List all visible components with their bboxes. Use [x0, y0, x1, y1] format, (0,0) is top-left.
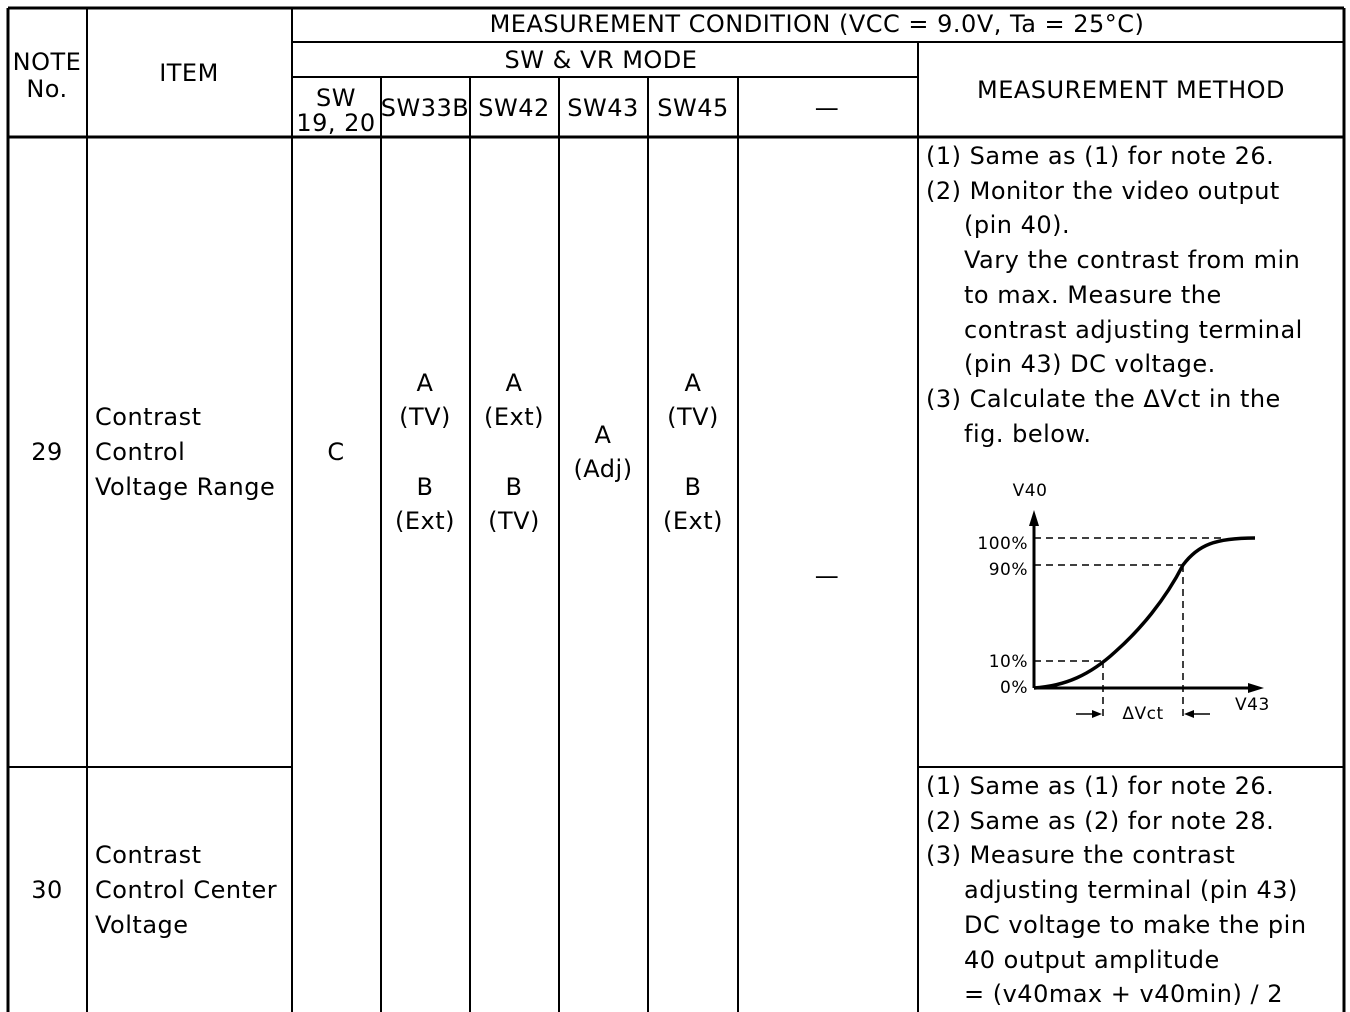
row29-method-1: (1) Same as (1) for note 26. [926, 142, 1275, 170]
figure-response-curve [1033, 536, 1256, 690]
row29-sw33b-4: B [416, 473, 434, 501]
figure-x-arrow [1248, 683, 1264, 693]
figure-y-label: V40 [1012, 481, 1048, 501]
row29-sw19-20: C [327, 438, 345, 466]
row30-method-6: 40 output amplitude [964, 946, 1220, 974]
row29-sw33b-1: A [416, 369, 434, 397]
row29-sw33b-5: (Ext) [394, 507, 456, 535]
row29-sw42-1: A [505, 369, 523, 397]
row29-sw43-1: A [594, 421, 612, 449]
row30-method-2: (2) Same as (2) for note 28. [926, 807, 1275, 835]
row29-sw45-2: (TV) [667, 403, 719, 431]
row30-method-1: (1) Same as (1) for note 26. [926, 772, 1275, 800]
figure-guides [1034, 537, 1226, 720]
row29-sw43-2: (Adj) [573, 455, 633, 483]
col-header-sw42: SW42 [478, 94, 550, 122]
row29-sw45-5: (Ext) [662, 507, 724, 535]
header-note-line2: No. [26, 75, 68, 103]
row29-method-9: fig. below. [964, 420, 1092, 448]
col-header-sw45: SW45 [657, 94, 729, 122]
row29-sw42-2: (Ext) [483, 403, 545, 431]
row30-method-7: = (v40max + v40min) / 2 [964, 980, 1283, 1008]
row29-sw33b-2: (TV) [399, 403, 451, 431]
figure-level-0: 0% [1000, 678, 1028, 698]
row29-extra-dash: — [814, 562, 840, 590]
header-measurement-method: MEASUREMENT METHOD [977, 76, 1285, 104]
figure-level-100: 100% [977, 534, 1028, 554]
row29-item-line3: Voltage Range [95, 473, 276, 501]
figure-delta-label: ΔVct [1122, 704, 1164, 724]
col-header-dash: — [814, 94, 840, 122]
col-header-sw43: SW43 [567, 94, 639, 122]
row29-item-line2: Control [95, 438, 186, 466]
header-note-line1: NOTE [12, 48, 82, 76]
row29-note: 29 [31, 438, 63, 466]
row29-method-4: Vary the contrast from min [964, 246, 1301, 274]
header-item: ITEM [159, 59, 219, 87]
row30-method-4: adjusting terminal (pin 43) [964, 876, 1298, 904]
col-header-sw33b: SW33B [380, 94, 470, 122]
row30-note: 30 [31, 876, 63, 904]
row29-sw42-5: (TV) [488, 507, 540, 535]
row29-method-3: (pin 40). [964, 211, 1071, 239]
col-header-sw19-20: SW 19, 20 [296, 84, 376, 137]
figure-y-arrow [1029, 510, 1039, 526]
row29-sw42-4: B [505, 473, 523, 501]
figure-level-10: 10% [988, 652, 1028, 672]
row30-method-3: (3) Measure the contrast [926, 841, 1236, 869]
row29-item-line1: Contrast [95, 403, 202, 431]
row30-item-line2: Control Center [95, 876, 278, 904]
row29-method-8: (3) Calculate the ΔVct in the [926, 385, 1281, 413]
row29-sw45-4: B [684, 473, 702, 501]
row30-method-5: DC voltage to make the pin [964, 911, 1307, 939]
row30-item-line3: Voltage [95, 911, 189, 939]
header-measurement-condition: MEASUREMENT CONDITION (VCC = 9.0V, Ta = … [489, 10, 1145, 38]
figure-level-90: 90% [988, 560, 1028, 580]
row29-method-6: contrast adjusting terminal [964, 316, 1303, 344]
row29-method-2: (2) Monitor the video output [926, 177, 1280, 205]
figure-x-label: V43 [1235, 695, 1270, 715]
row29-method-5: to max. Measure the [964, 281, 1222, 309]
row29-method-7: (pin 43) DC voltage. [964, 350, 1216, 378]
row29-sw45-1: A [684, 369, 702, 397]
header-sw-vr-mode: SW & VR MODE [504, 46, 698, 74]
row30-item-line1: Contrast [95, 841, 202, 869]
